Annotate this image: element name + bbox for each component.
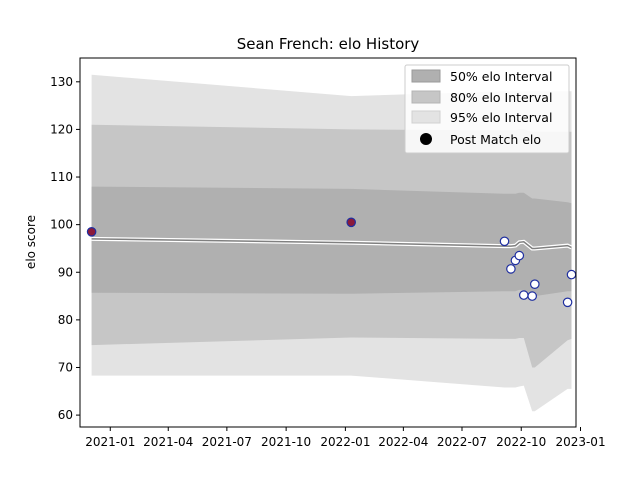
legend-swatch-50 bbox=[411, 69, 441, 83]
data-point bbox=[562, 297, 573, 308]
data-point bbox=[514, 250, 525, 261]
data-point bbox=[346, 217, 356, 228]
legend: 50% elo Interval 80% elo Interval 95% el… bbox=[404, 64, 570, 154]
legend-swatch-80 bbox=[411, 90, 441, 104]
y-tick-label: 110 bbox=[50, 170, 73, 184]
data-point bbox=[518, 290, 529, 300]
x-tick-label: 2021-01 bbox=[85, 435, 135, 449]
x-tick-label: 2022-04 bbox=[378, 435, 428, 449]
x-axis-ticks: 2021-01 2021-04 2021-07 2021-10 2022-01 2022-… bbox=[85, 427, 606, 449]
y-tick-label: 120 bbox=[50, 122, 73, 136]
x-tick-label: 2023-01 bbox=[555, 435, 605, 449]
x-tick-label: 2022-10 bbox=[496, 435, 546, 449]
y-tick-label: 60 bbox=[58, 408, 73, 422]
legend-label-80: 80% elo Interval bbox=[450, 90, 552, 105]
legend-label-50: 50% elo Interval bbox=[450, 69, 552, 84]
legend-box bbox=[404, 64, 570, 154]
x-tick-label: 2022-01 bbox=[320, 435, 370, 449]
data-point bbox=[529, 279, 540, 289]
legend-label-95: 95% elo Interval bbox=[450, 110, 552, 125]
y-tick-label: 90 bbox=[58, 265, 73, 279]
data-point bbox=[499, 236, 510, 247]
x-tick-label: 2021-04 bbox=[143, 435, 193, 449]
data-point bbox=[566, 269, 577, 280]
plot-frame bbox=[79, 57, 577, 428]
x-tick-label: 2021-10 bbox=[261, 435, 311, 449]
mean-line bbox=[91, 238, 572, 250]
y-tick-label: 100 bbox=[50, 218, 73, 232]
legend-swatch-95 bbox=[411, 110, 441, 124]
post-match-points bbox=[86, 217, 577, 308]
y-tick-label: 80 bbox=[58, 313, 73, 327]
mean-elo-line bbox=[91, 236, 573, 251]
x-tick-label: 2022-07 bbox=[437, 435, 487, 449]
y-axis-label: elo score bbox=[24, 215, 38, 269]
data-point bbox=[527, 291, 537, 301]
data-point bbox=[506, 264, 516, 274]
legend-label-marker: Post Match elo bbox=[450, 132, 541, 147]
chart-title: Sean French: elo History bbox=[237, 35, 420, 53]
x-tick-label: 2021-07 bbox=[202, 435, 252, 449]
y-tick-label: 70 bbox=[58, 360, 73, 374]
y-axis-ticks: 60 70 80 90 100 110 120 130 bbox=[50, 75, 80, 422]
legend-marker bbox=[420, 133, 432, 145]
data-point bbox=[86, 227, 97, 237]
y-tick-label: 130 bbox=[50, 75, 73, 89]
